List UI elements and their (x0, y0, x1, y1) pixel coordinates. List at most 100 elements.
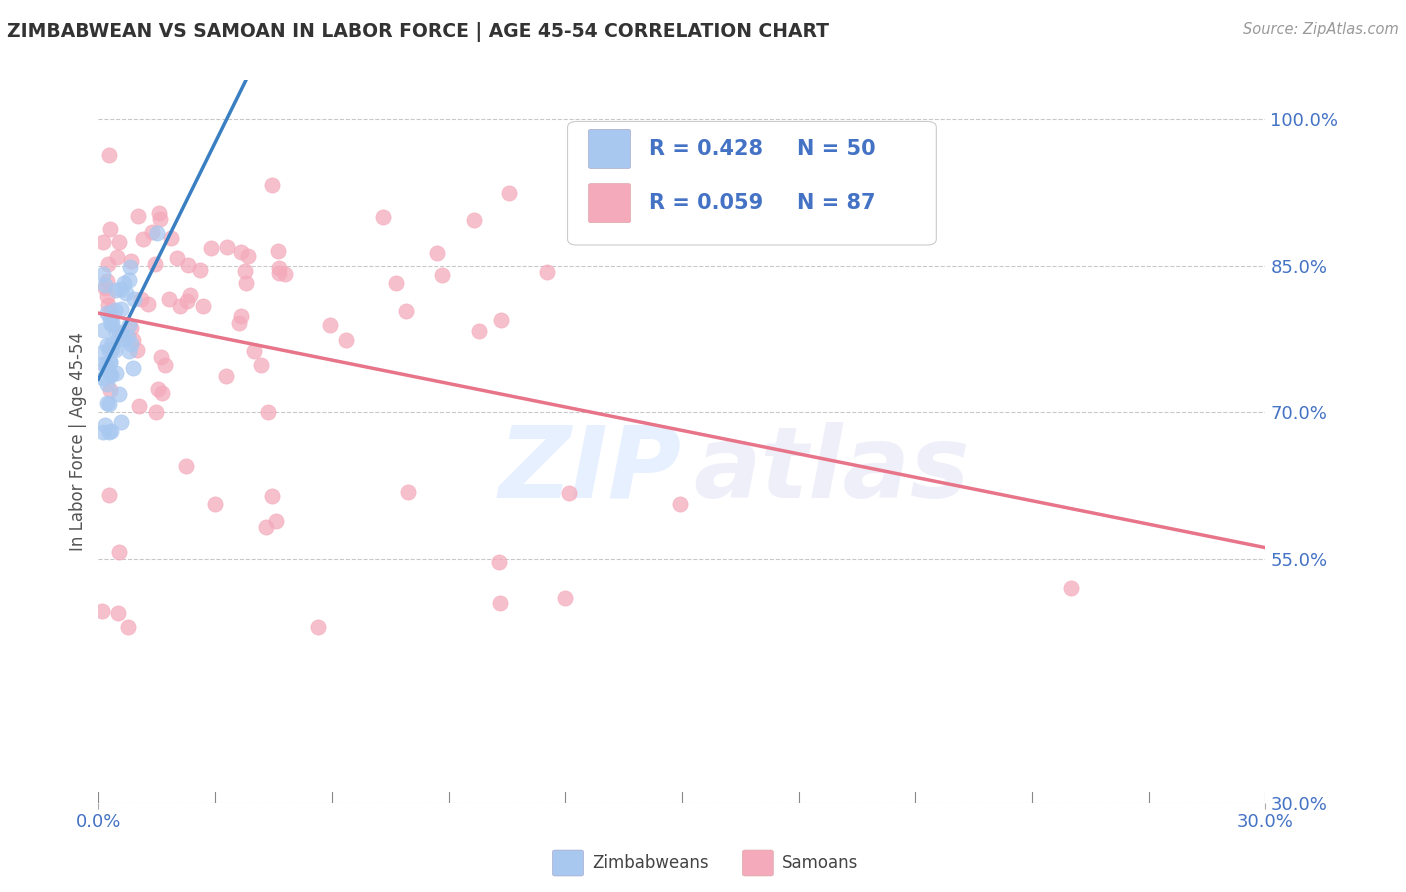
Point (108, 387, 131, 401)
Point (264, 514, 287, 528)
Point (215, 369, 238, 384)
Point (97, 298, 120, 312)
Point (396, 485, 419, 500)
Point (269, 261, 291, 276)
Point (97, 258, 120, 272)
Text: Samoans: Samoans (782, 854, 858, 871)
Point (146, 226, 169, 240)
FancyBboxPatch shape (589, 184, 630, 223)
Point (371, 210, 394, 224)
Point (319, 318, 342, 332)
Text: R = 0.428: R = 0.428 (650, 139, 763, 159)
Point (235, 276, 257, 290)
Point (97, 397, 120, 411)
Point (149, 212, 172, 227)
Point (127, 343, 149, 357)
Point (127, 209, 149, 223)
Point (467, 324, 489, 338)
Point (98, 222, 121, 236)
Point (260, 178, 283, 192)
Point (118, 260, 141, 274)
Point (100, 335, 122, 350)
Point (96, 306, 118, 320)
Point (120, 336, 142, 351)
Point (228, 316, 250, 330)
Point (335, 334, 357, 348)
Point (118, 343, 141, 358)
Point (385, 276, 408, 290)
Point (488, 555, 510, 569)
Point (229, 310, 252, 324)
Point (91, 267, 114, 281)
Point (129, 292, 152, 306)
Point (157, 292, 180, 306)
Point (250, 358, 273, 372)
Point (91, 357, 114, 371)
Point (97, 343, 120, 357)
Point (254, 520, 277, 534)
Point (267, 266, 290, 280)
Point (108, 325, 131, 339)
Point (98, 488, 121, 502)
Point (169, 299, 191, 313)
Point (110, 302, 132, 317)
Point (97, 148, 120, 162)
Point (108, 235, 131, 249)
Point (148, 382, 170, 396)
Point (489, 313, 512, 327)
Point (160, 231, 183, 245)
Point (179, 288, 201, 302)
Text: atlas: atlas (693, 422, 970, 519)
Point (100, 424, 122, 438)
Point (176, 293, 198, 308)
Point (536, 265, 558, 279)
Point (98, 355, 121, 369)
Point (107, 606, 129, 620)
Point (307, 620, 329, 634)
Text: N = 50: N = 50 (797, 139, 876, 159)
FancyBboxPatch shape (568, 121, 936, 245)
Point (1060, 581, 1083, 595)
Point (100, 368, 122, 382)
Text: N = 87: N = 87 (797, 193, 876, 213)
Point (93, 281, 115, 295)
Point (117, 620, 139, 634)
Point (96, 337, 118, 351)
Point (143, 257, 166, 271)
Point (174, 458, 197, 473)
Point (177, 258, 200, 272)
Point (122, 333, 145, 347)
Point (229, 244, 252, 259)
Point (98, 384, 121, 398)
Point (112, 276, 135, 290)
Point (395, 304, 418, 318)
Point (93, 417, 115, 432)
FancyBboxPatch shape (589, 129, 630, 169)
Point (166, 251, 188, 265)
Point (148, 205, 170, 219)
Text: Source: ZipAtlas.com: Source: ZipAtlas.com (1243, 22, 1399, 37)
Point (233, 264, 256, 278)
Point (98, 312, 121, 326)
Point (554, 591, 576, 605)
Point (101, 315, 124, 329)
Point (93, 277, 115, 292)
Point (463, 212, 485, 227)
Point (128, 400, 150, 414)
Point (145, 405, 167, 419)
Point (498, 186, 520, 201)
Point (149, 350, 172, 364)
Point (260, 489, 283, 503)
Point (120, 254, 142, 268)
Point (118, 318, 141, 332)
Point (91, 235, 114, 249)
Point (105, 250, 128, 264)
Point (96, 274, 118, 288)
Point (110, 332, 132, 346)
Point (204, 497, 226, 511)
Point (96, 396, 118, 410)
Point (153, 358, 176, 372)
Point (100, 302, 122, 317)
Point (121, 320, 143, 334)
Point (96, 289, 118, 303)
